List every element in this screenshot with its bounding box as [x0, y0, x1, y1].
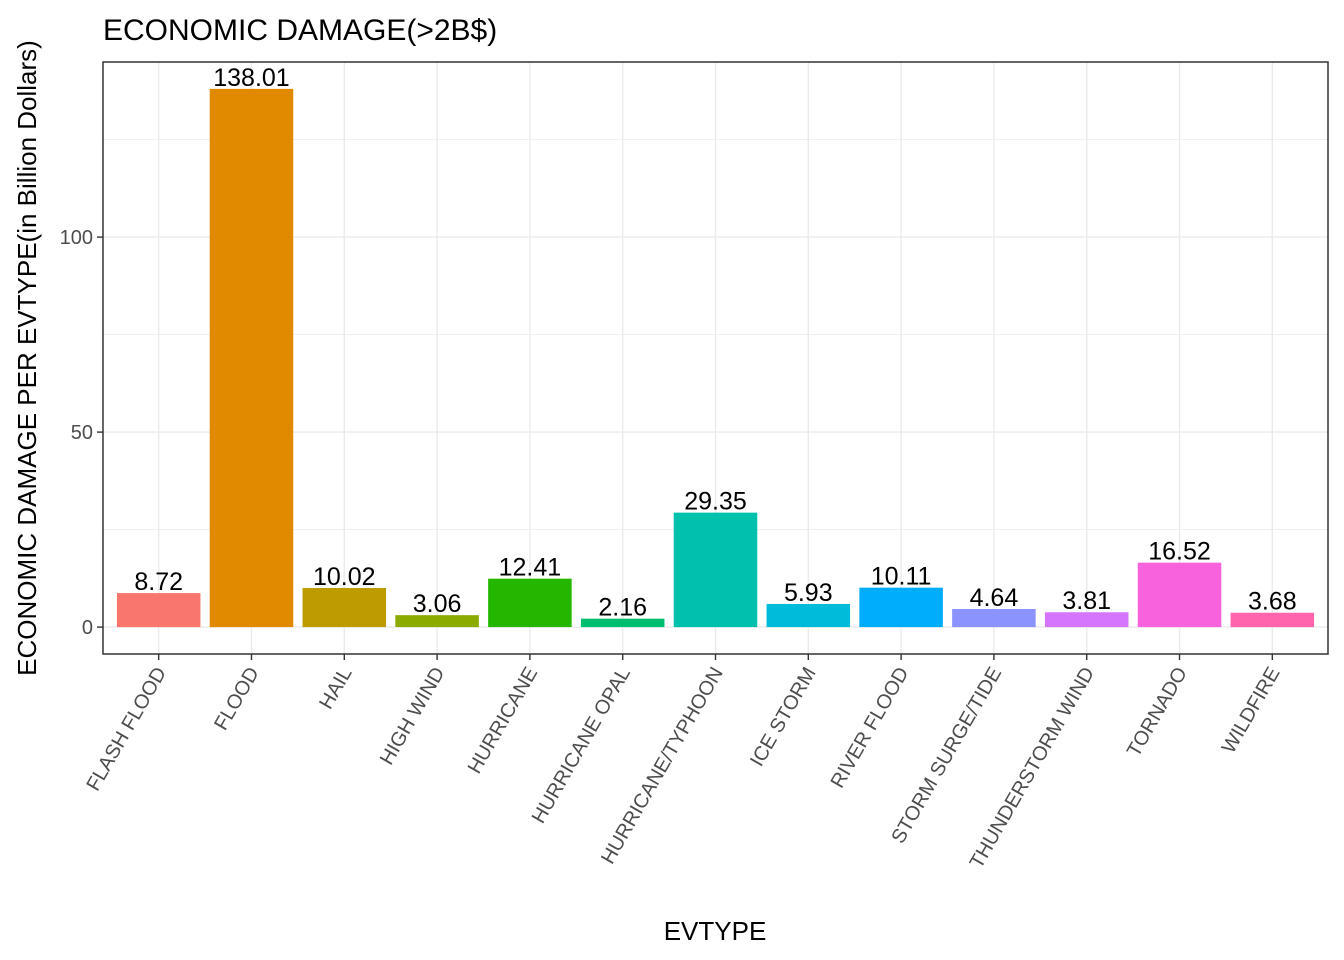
bar-value-label: 5.93 [784, 579, 833, 607]
bar-value-label: 4.64 [970, 584, 1019, 612]
bar [1044, 612, 1129, 628]
bar-value-label: 3.68 [1248, 588, 1297, 616]
bar [488, 578, 572, 628]
y-axis: 0 50 100 [60, 227, 103, 639]
bar-value-label: 10.11 [871, 563, 932, 591]
bar [859, 587, 943, 628]
x-tick-label: HIGH WIND [376, 664, 449, 769]
bar-value-label: 10.02 [313, 563, 376, 591]
x-axis-title: EVTYPE [664, 916, 767, 946]
bar [766, 603, 851, 628]
bar-value-label: 12.41 [499, 554, 562, 582]
bars [116, 88, 1315, 628]
chart-title: ECONOMIC DAMAGE(>2B$) [103, 14, 497, 47]
x-tick-label: RIVER FLOOD [827, 664, 914, 792]
bar-value-label: 29.35 [684, 488, 747, 516]
bar [673, 512, 758, 628]
bar [1230, 612, 1315, 628]
bar-value-label: 3.81 [1062, 587, 1111, 615]
grid-lines [103, 62, 1328, 654]
bar [952, 608, 1036, 628]
bar [302, 588, 387, 628]
x-tick-label: FLASH FLOOD [82, 664, 171, 795]
bar-value-labels: 8.72 138.01 10.02 3.06 12.41 2.16 29.35 5.93 10.… [134, 64, 1296, 622]
x-axis: FLASH FLOOD FLOOD HAIL HIGH WIND HURRICANEHU… [82, 654, 1285, 872]
bar-value-label: 138.01 [213, 64, 289, 92]
bar-value-label: 8.72 [134, 568, 183, 596]
y-axis-title: ECONOMIC DAMAGE PER EVTYPE(in Billion Do… [12, 40, 42, 676]
bar [580, 618, 665, 628]
bar [1137, 562, 1222, 628]
x-tick-label: TORNADO [1123, 664, 1192, 761]
x-tick-label: HURRICANE [464, 664, 543, 778]
y-tick-label: 50 [71, 422, 93, 444]
bar [116, 593, 201, 628]
bar-value-label: 3.06 [413, 590, 462, 618]
x-tick-label: ICE STORM [746, 664, 820, 771]
x-tick-label: STORM SURGE/TIDE [887, 664, 1006, 848]
bar [209, 88, 294, 628]
y-tick-label: 100 [60, 227, 93, 249]
x-tick-label: WILDFIRE [1218, 664, 1285, 758]
x-tick-label: HURRICANE OPAL [528, 664, 635, 828]
bar-value-label: 16.52 [1148, 538, 1211, 566]
bar-value-label: 2.16 [598, 594, 647, 622]
x-tick-label: FLOOD [210, 664, 264, 735]
y-tick-label: 0 [82, 617, 93, 639]
x-tick-label: HAIL [315, 664, 356, 714]
bar [395, 615, 479, 628]
